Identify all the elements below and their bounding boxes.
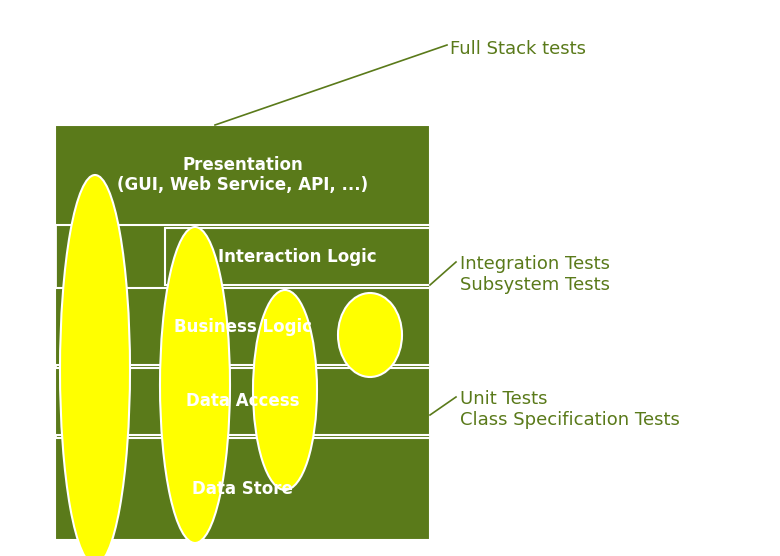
Bar xyxy=(55,438,430,540)
Ellipse shape xyxy=(338,293,402,377)
Bar xyxy=(55,368,430,435)
Text: Business Logic: Business Logic xyxy=(173,317,311,335)
Bar xyxy=(165,228,430,285)
Ellipse shape xyxy=(60,175,130,556)
Text: Full Stack tests: Full Stack tests xyxy=(450,40,586,58)
Text: Interaction Logic: Interaction Logic xyxy=(218,247,377,266)
Ellipse shape xyxy=(160,227,230,543)
Bar xyxy=(55,288,430,365)
Text: Presentation
(GUI, Web Service, API, ...): Presentation (GUI, Web Service, API, ...… xyxy=(117,156,368,195)
Text: Unit Tests
Class Specification Tests: Unit Tests Class Specification Tests xyxy=(460,390,680,429)
Bar xyxy=(55,125,430,225)
Bar xyxy=(55,125,430,540)
Text: Data Access: Data Access xyxy=(186,393,300,410)
Text: Data Store: Data Store xyxy=(192,480,293,498)
Text: Integration Tests
Subsystem Tests: Integration Tests Subsystem Tests xyxy=(460,255,610,294)
Ellipse shape xyxy=(253,290,317,490)
